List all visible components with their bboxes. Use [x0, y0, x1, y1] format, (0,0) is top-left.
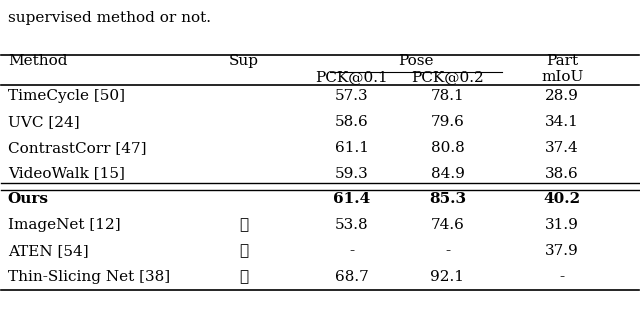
Text: 92.1: 92.1: [431, 270, 465, 284]
Text: ContrastCorr [47]: ContrastCorr [47]: [8, 141, 147, 155]
Text: 80.8: 80.8: [431, 141, 464, 155]
Text: Ours: Ours: [8, 192, 49, 206]
Text: 79.6: 79.6: [431, 115, 465, 129]
Text: Part: Part: [546, 54, 578, 68]
Text: ATEN [54]: ATEN [54]: [8, 244, 88, 258]
Text: 37.9: 37.9: [545, 244, 579, 258]
Text: UVC [24]: UVC [24]: [8, 115, 79, 129]
Text: 57.3: 57.3: [335, 89, 369, 103]
Text: Method: Method: [8, 54, 67, 68]
Text: Pose: Pose: [398, 54, 433, 68]
Text: Sup: Sup: [228, 54, 259, 68]
Text: Thin-Slicing Net [38]: Thin-Slicing Net [38]: [8, 270, 170, 284]
Text: ✓: ✓: [239, 218, 248, 232]
Text: 59.3: 59.3: [335, 166, 369, 180]
Text: VideoWalk [15]: VideoWalk [15]: [8, 166, 125, 180]
Text: -: -: [559, 270, 564, 284]
Text: mIoU: mIoU: [541, 70, 583, 84]
Text: 34.1: 34.1: [545, 115, 579, 129]
Text: 84.9: 84.9: [431, 166, 465, 180]
Text: ImageNet [12]: ImageNet [12]: [8, 218, 120, 232]
Text: -: -: [349, 244, 355, 258]
Text: ✓: ✓: [239, 244, 248, 258]
Text: 61.1: 61.1: [335, 141, 369, 155]
Text: 31.9: 31.9: [545, 218, 579, 232]
Text: 38.6: 38.6: [545, 166, 579, 180]
Text: 28.9: 28.9: [545, 89, 579, 103]
Text: 78.1: 78.1: [431, 89, 464, 103]
Text: supervised method or not.: supervised method or not.: [8, 11, 211, 25]
Text: 53.8: 53.8: [335, 218, 369, 232]
Text: 40.2: 40.2: [543, 192, 580, 206]
Text: 74.6: 74.6: [431, 218, 465, 232]
Text: PCK@0.2: PCK@0.2: [411, 70, 484, 84]
Text: TimeCycle [50]: TimeCycle [50]: [8, 89, 125, 103]
Text: 61.4: 61.4: [333, 192, 371, 206]
Text: PCK@0.1: PCK@0.1: [316, 70, 388, 84]
Text: 85.3: 85.3: [429, 192, 466, 206]
Text: 68.7: 68.7: [335, 270, 369, 284]
Text: ✓: ✓: [239, 270, 248, 284]
Text: -: -: [445, 244, 450, 258]
Text: 58.6: 58.6: [335, 115, 369, 129]
Text: 37.4: 37.4: [545, 141, 579, 155]
